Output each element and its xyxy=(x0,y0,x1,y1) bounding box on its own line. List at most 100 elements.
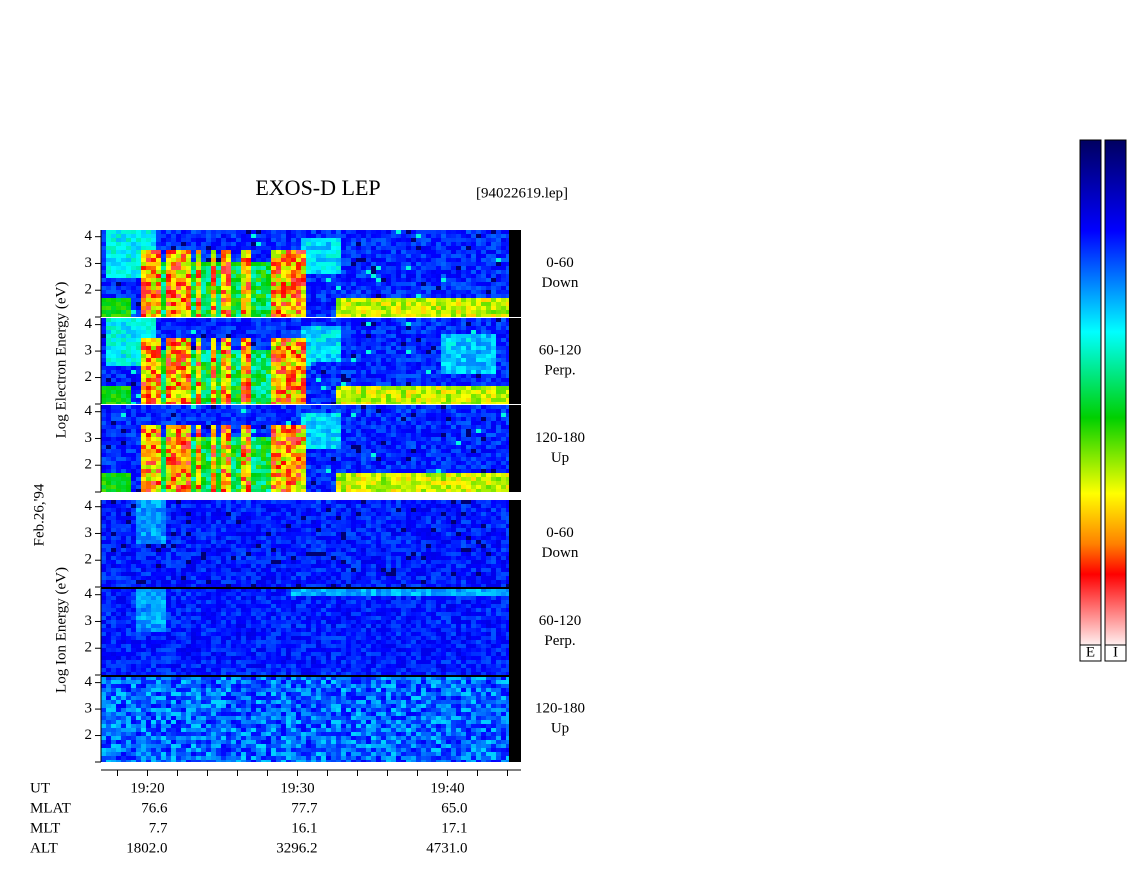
spectrogram-cell xyxy=(446,366,451,370)
spectrogram-cell xyxy=(286,258,291,262)
spectrogram-cell xyxy=(126,457,131,461)
spectrogram-cell xyxy=(446,258,451,262)
spectrogram-cell xyxy=(376,318,381,322)
spectrogram-cell xyxy=(221,386,226,390)
spectrogram-cell xyxy=(131,370,136,374)
spectrogram-cell xyxy=(301,449,306,453)
spectrogram-cell xyxy=(461,366,466,370)
spectrogram-cell xyxy=(181,350,186,354)
spectrogram-cell xyxy=(256,258,261,262)
spectrogram-cell xyxy=(381,246,386,250)
spectrogram-cell xyxy=(326,382,331,386)
spectrogram-cell xyxy=(206,421,211,425)
spectrogram-cell xyxy=(316,445,321,449)
spectrogram-cell xyxy=(306,374,311,378)
spectrogram-cell xyxy=(486,390,491,394)
spectrogram-cell xyxy=(291,453,296,457)
spectrogram-cell xyxy=(221,346,226,350)
spectrogram-cell xyxy=(391,318,396,322)
spectrogram-cell xyxy=(406,417,411,421)
spectrogram-cell xyxy=(226,238,231,242)
spectrogram-cell xyxy=(156,461,161,465)
spectrogram-cell xyxy=(201,354,206,358)
spectrogram-cell xyxy=(411,266,416,270)
spectrogram-cell xyxy=(191,234,196,238)
spectrogram-cell xyxy=(496,382,501,386)
spectrogram-cell xyxy=(341,370,346,374)
spectrogram-cell xyxy=(206,394,211,398)
spectrogram-cell xyxy=(431,354,436,358)
spectrogram-cell xyxy=(336,282,341,286)
spectrogram-cell xyxy=(346,302,351,306)
spectrogram-cell xyxy=(386,390,391,394)
spectrogram-cell xyxy=(266,437,271,441)
spectrogram-cell xyxy=(486,394,491,398)
spectrogram-cell xyxy=(316,366,321,370)
spectrogram-cell xyxy=(206,461,211,465)
spectrogram-cell xyxy=(251,258,256,262)
spectrogram-cell xyxy=(476,405,481,409)
spectrogram-cell xyxy=(341,421,346,425)
spectrogram-cell xyxy=(206,298,211,302)
spectrogram-cell xyxy=(231,413,236,417)
spectrogram-cell xyxy=(441,258,446,262)
spectrogram-cell xyxy=(216,441,221,445)
spectrogram-cell xyxy=(281,437,286,441)
spectrogram-cell xyxy=(421,314,426,317)
spectrogram-cell xyxy=(406,290,411,294)
spectrogram-cell xyxy=(326,445,331,449)
spectrogram-cell xyxy=(411,405,416,409)
spectrogram-cell xyxy=(106,254,111,258)
spectrogram-cell xyxy=(446,445,451,449)
spectrogram-cell xyxy=(281,461,286,465)
spectrogram-cell xyxy=(376,394,381,398)
spectrogram-cell xyxy=(226,258,231,262)
spectrogram-cell xyxy=(421,465,426,469)
spectrogram-cell xyxy=(411,310,416,314)
spectrogram-cell xyxy=(336,390,341,394)
spectrogram-cell xyxy=(406,374,411,378)
spectrogram-cell xyxy=(251,386,256,390)
spectrogram-cell xyxy=(301,230,306,234)
spectrogram-cell xyxy=(426,394,431,398)
spectrogram-cell xyxy=(371,254,376,258)
spectrogram-cell xyxy=(331,386,336,390)
spectrogram-cell xyxy=(396,413,401,417)
spectrogram-cell xyxy=(421,282,426,286)
spectrogram-cell xyxy=(446,274,451,278)
spectrogram-cell xyxy=(351,346,356,350)
spectrogram-cell xyxy=(276,234,281,238)
spectrogram-cell xyxy=(456,421,461,425)
spectrogram-cell xyxy=(131,449,136,453)
spectrogram-cell xyxy=(106,469,111,473)
spectrogram-cell xyxy=(161,326,166,330)
spectrogram-cell xyxy=(376,330,381,334)
spectrogram-cell xyxy=(346,310,351,314)
spectrogram-cell xyxy=(281,246,286,250)
spectrogram-cell xyxy=(376,409,381,413)
spectrogram-cell xyxy=(211,370,216,374)
spectrogram-cell xyxy=(151,398,156,402)
spectrogram-cell xyxy=(376,382,381,386)
spectrogram-cell xyxy=(311,358,316,362)
spectrogram-cell xyxy=(121,258,126,262)
spectrogram-cell xyxy=(251,242,256,246)
spectrogram-cell xyxy=(256,326,261,330)
spectrogram-cell xyxy=(186,302,191,306)
spectrogram-cell xyxy=(466,362,471,366)
spectrogram-cell xyxy=(501,429,506,433)
spectrogram-cell xyxy=(291,394,296,398)
spectrogram-cell xyxy=(161,334,166,338)
spectrogram-cell xyxy=(476,314,481,317)
spectrogram-cell xyxy=(146,350,151,354)
spectrogram-cell xyxy=(241,310,246,314)
spectrogram-cell xyxy=(476,322,481,326)
spectrogram-cell xyxy=(486,234,491,238)
spectrogram-cell xyxy=(441,417,446,421)
spectrogram-cell xyxy=(131,374,136,378)
spectrogram-cell xyxy=(461,310,466,314)
spectrogram-cell xyxy=(196,326,201,330)
spectrogram-cell xyxy=(141,457,146,461)
spectrogram-cell xyxy=(461,306,466,310)
spectrogram-cell xyxy=(331,246,336,250)
